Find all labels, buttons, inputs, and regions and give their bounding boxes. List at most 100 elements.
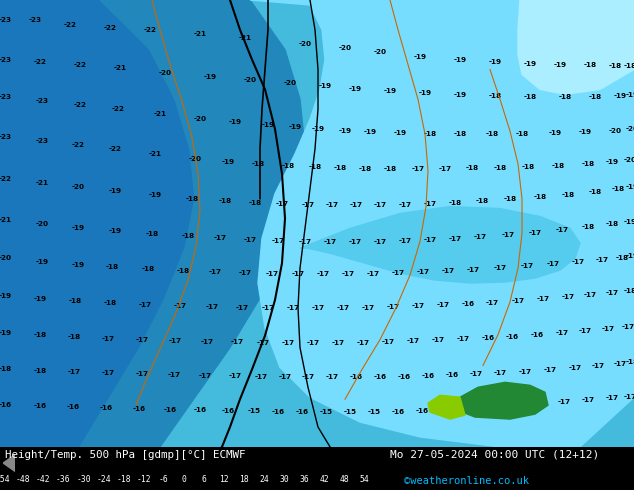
Text: -17: -17 (387, 304, 399, 310)
Text: -17: -17 (555, 227, 569, 233)
Text: -16: -16 (34, 403, 46, 409)
Text: Height/Temp. 500 hPa [gdmp][°C] ECMWF: Height/Temp. 500 hPa [gdmp][°C] ECMWF (5, 450, 245, 460)
Text: -19: -19 (148, 192, 162, 197)
Text: -18: -18 (281, 163, 295, 169)
Text: -19: -19 (261, 122, 275, 128)
Text: -18: -18 (181, 233, 195, 239)
Text: 6: 6 (202, 475, 207, 485)
Text: -19: -19 (625, 92, 634, 98)
Text: -48: -48 (16, 475, 30, 485)
Text: -17: -17 (337, 305, 349, 311)
Text: -22: -22 (74, 62, 86, 68)
Text: -18: -18 (252, 161, 264, 167)
Text: -17: -17 (316, 271, 330, 277)
Text: -23: -23 (0, 134, 11, 140)
Text: -17: -17 (578, 328, 592, 334)
Text: -19: -19 (394, 130, 406, 136)
Text: -17: -17 (325, 374, 339, 380)
Text: -19: -19 (339, 128, 352, 134)
Text: -21: -21 (148, 151, 162, 157)
Text: -21: -21 (193, 31, 207, 37)
Text: -17: -17 (299, 239, 311, 245)
Text: -18: -18 (515, 131, 529, 137)
Text: -17: -17 (547, 261, 559, 267)
Text: -17: -17 (257, 340, 269, 345)
Text: -18: -18 (623, 288, 634, 294)
Text: -18: -18 (448, 199, 462, 206)
Text: ©weatheronline.co.uk: ©weatheronline.co.uk (404, 476, 529, 486)
Text: -17: -17 (349, 239, 361, 245)
Text: -20: -20 (158, 71, 172, 76)
Text: -18: -18 (581, 161, 595, 167)
Text: -18: -18 (219, 197, 231, 204)
Text: -17: -17 (174, 303, 186, 309)
Text: -17: -17 (486, 405, 498, 411)
Text: -16: -16 (398, 374, 411, 380)
Text: -19: -19 (418, 90, 432, 97)
Bar (0, 0, 80, 447)
Text: -17: -17 (605, 290, 619, 296)
Text: -19: -19 (72, 262, 84, 268)
Text: -17: -17 (302, 374, 314, 380)
Text: -15: -15 (368, 409, 380, 415)
Text: -20: -20 (373, 49, 387, 55)
Text: -17: -17 (441, 268, 455, 274)
Text: -17: -17 (287, 305, 299, 311)
Text: -17: -17 (486, 300, 498, 306)
Text: -54: -54 (0, 475, 11, 485)
Polygon shape (0, 0, 195, 447)
Text: -17: -17 (439, 166, 451, 172)
Text: -17: -17 (436, 302, 450, 308)
Text: -17: -17 (271, 238, 285, 245)
Text: -18: -18 (116, 475, 131, 485)
Text: -18: -18 (623, 63, 634, 69)
Text: -19: -19 (204, 74, 217, 80)
Text: -18: -18 (588, 94, 602, 100)
Text: -17: -17 (169, 338, 181, 343)
Text: -21: -21 (153, 111, 167, 117)
Text: -16: -16 (505, 334, 519, 340)
Text: -20: -20 (299, 41, 311, 47)
Text: -18: -18 (609, 63, 621, 69)
Text: -17: -17 (621, 324, 634, 330)
Text: -17: -17 (214, 235, 226, 242)
Text: -20: -20 (188, 156, 202, 162)
Text: -17: -17 (595, 257, 609, 263)
Text: -17: -17 (614, 362, 626, 368)
Text: -23: -23 (29, 17, 41, 23)
Text: -18: -18 (521, 164, 534, 170)
Text: -18: -18 (611, 186, 624, 192)
Text: -16: -16 (164, 407, 176, 413)
Text: -16: -16 (193, 407, 207, 413)
Text: -19: -19 (363, 129, 377, 135)
Text: -17: -17 (448, 236, 462, 243)
Text: -17: -17 (306, 340, 320, 345)
Text: -17: -17 (555, 330, 569, 336)
Text: -22: -22 (143, 27, 157, 33)
Text: -18: -18 (488, 93, 501, 99)
Text: -17: -17 (583, 292, 597, 298)
Text: -18: -18 (588, 189, 602, 195)
Text: 30: 30 (280, 475, 289, 485)
Text: -21: -21 (113, 65, 127, 71)
Text: -17: -17 (238, 270, 252, 276)
Text: -23: -23 (36, 98, 48, 104)
Polygon shape (300, 207, 580, 283)
Text: -17: -17 (571, 259, 585, 265)
Text: -18: -18 (562, 192, 574, 197)
Text: -17: -17 (373, 201, 387, 208)
Text: -18: -18 (616, 255, 628, 261)
Text: -30: -30 (76, 475, 91, 485)
Text: -17: -17 (261, 305, 275, 311)
Text: -17: -17 (198, 373, 212, 379)
Text: -22: -22 (74, 102, 86, 108)
Text: -17: -17 (510, 403, 522, 409)
Text: -18: -18 (559, 94, 572, 100)
Polygon shape (518, 0, 634, 95)
Text: -36: -36 (56, 475, 71, 485)
Text: -18: -18 (145, 231, 158, 237)
Text: -17: -17 (228, 373, 242, 379)
Text: -17: -17 (432, 337, 444, 343)
Text: -17: -17 (138, 302, 152, 308)
Text: 18: 18 (239, 475, 249, 485)
